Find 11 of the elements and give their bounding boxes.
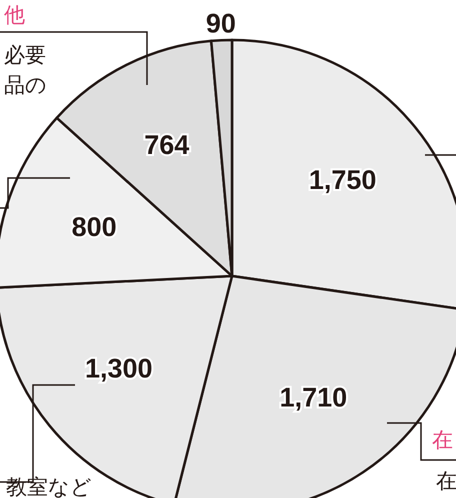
data-label: 1,750 xyxy=(308,165,376,196)
text: 在 xyxy=(436,469,456,493)
text: 他 xyxy=(4,3,25,27)
data-label: 1,710 xyxy=(280,382,348,413)
data-label: 90 xyxy=(206,8,236,39)
text: 必要 xyxy=(4,43,46,67)
text: 在 xyxy=(432,428,453,452)
data-label: 764 xyxy=(144,130,190,160)
data-label: 800 xyxy=(72,212,117,242)
data-label: 1,300 xyxy=(85,354,153,384)
text: 品の xyxy=(4,73,47,97)
